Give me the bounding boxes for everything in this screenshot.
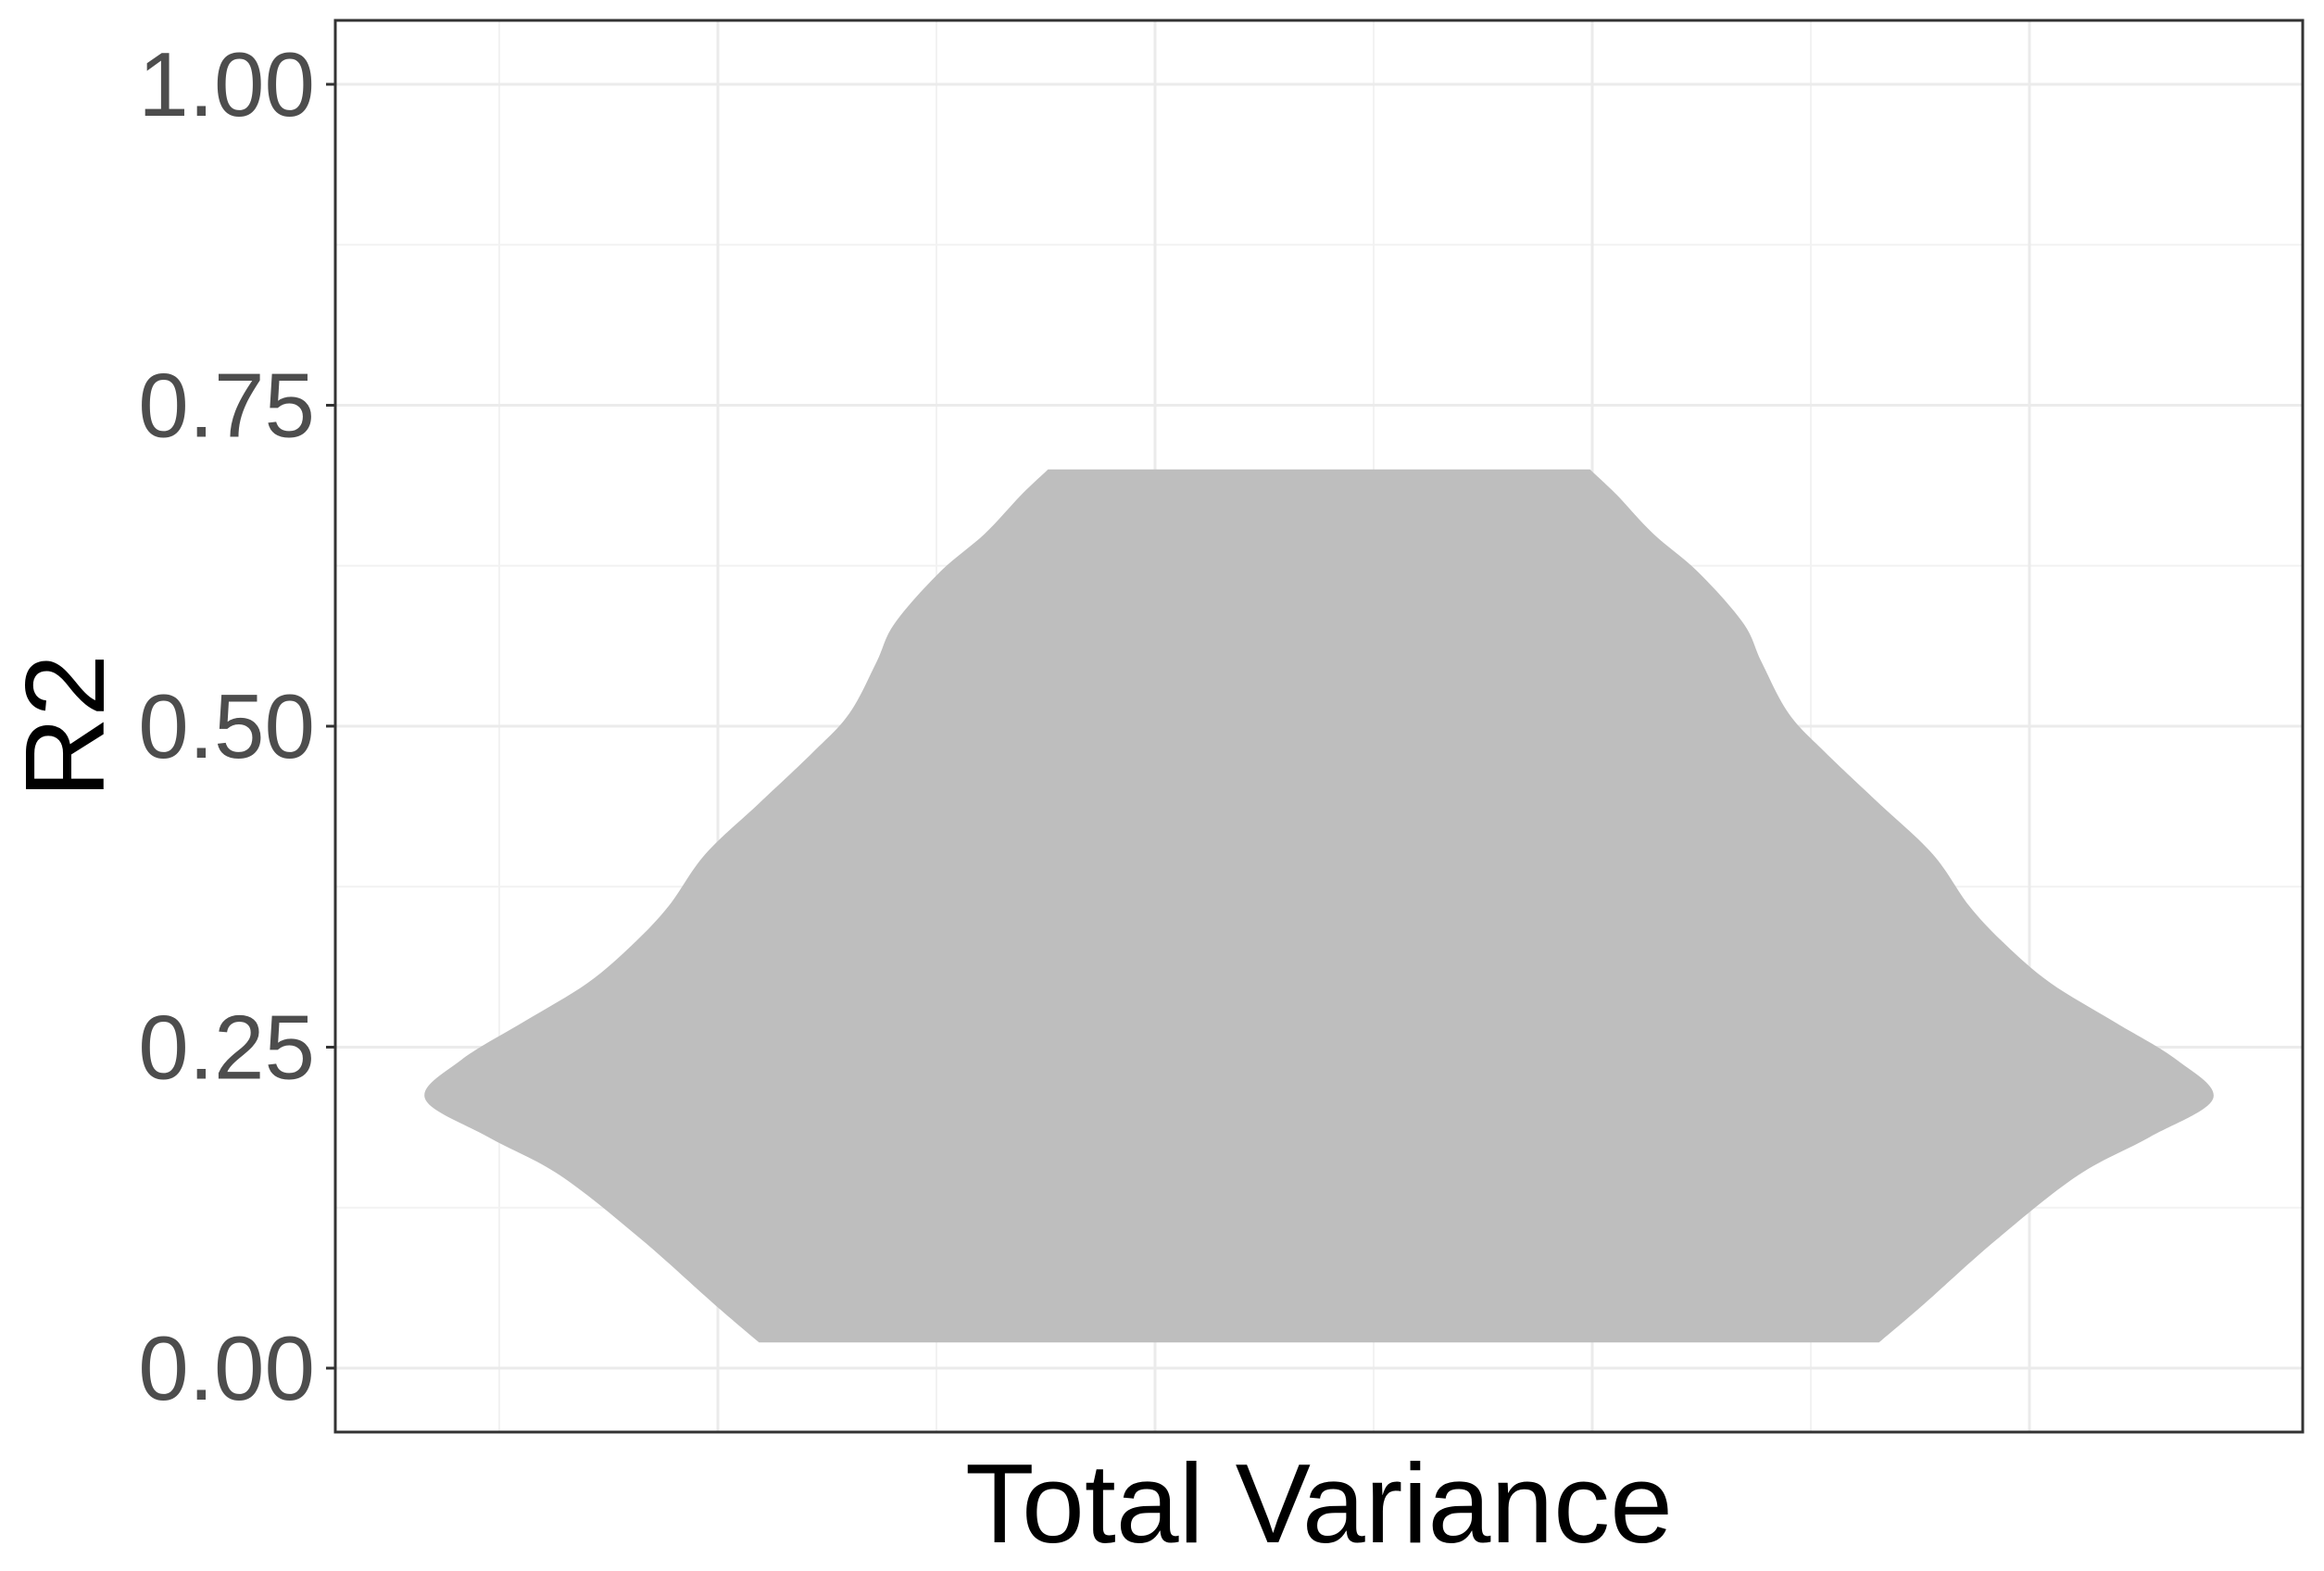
y-tick-label: 1.00 (138, 33, 315, 135)
y-axis-ticks: 0.00 0.25 0.50 0.75 1.00 (138, 33, 335, 1419)
violin-total-variance (424, 469, 2214, 1343)
y-tick-label: 0.00 (138, 1317, 315, 1419)
y-axis-title: R2 (2, 654, 128, 798)
y-tick-label: 0.75 (138, 355, 315, 457)
y-tick-label: 0.50 (138, 675, 315, 777)
x-axis-title: Total Variance (965, 1440, 1673, 1566)
y-tick-label: 0.25 (138, 997, 315, 1099)
